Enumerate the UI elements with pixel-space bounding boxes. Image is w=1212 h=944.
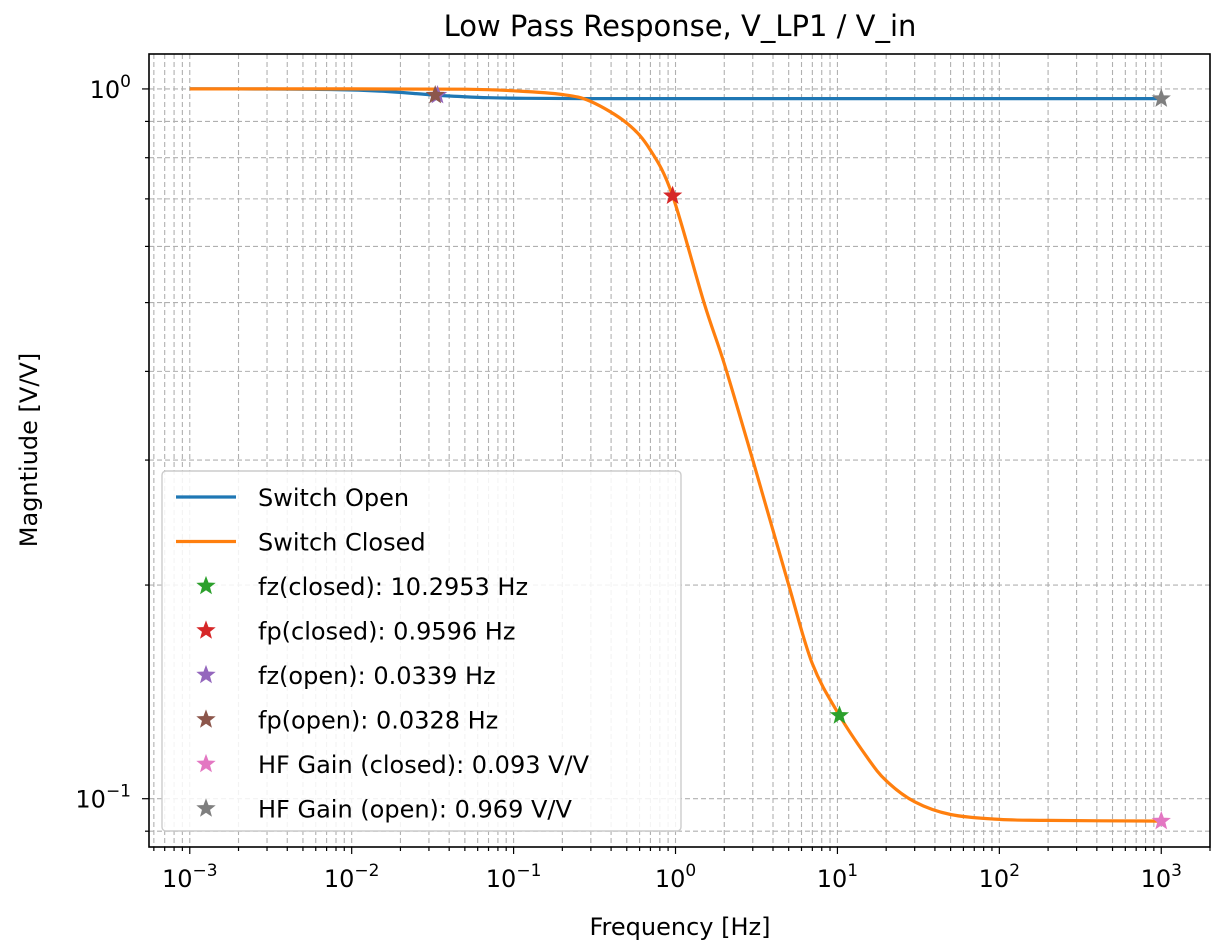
legend-box — [161, 470, 682, 832]
legend-label: HF Gain (open): 0.969 V/V — [258, 796, 572, 824]
axis-ticks: 10−3 10−2 10−1 100 101 102 103 100 10−1 — [75, 72, 1211, 893]
legend-label: fz(open): 0.0339 Hz — [258, 662, 496, 690]
legend-star-swatch — [196, 620, 216, 639]
y-tick-label: 100 — [90, 72, 131, 104]
series-lines — [189, 87, 1162, 823]
data-marker-4 — [425, 85, 445, 104]
data-marker-1 — [829, 705, 850, 724]
x-tick-label: 10−3 — [162, 861, 218, 893]
y-tick-label: 10−1 — [75, 782, 131, 814]
legend-star-swatch — [196, 575, 216, 595]
legend-label: fp(closed): 0.9596 Hz — [258, 618, 515, 646]
legend-star-swatch — [196, 709, 216, 728]
legend-star-swatch — [196, 753, 216, 773]
series-line-switch-closed — [189, 87, 1162, 823]
legend-label: fp(open): 0.0328 Hz — [258, 707, 498, 735]
legend-label: Switch Closed — [258, 529, 426, 557]
legend: Switch Open Switch Closed fz(closed): 10.2… — [161, 470, 682, 832]
plot-frame — [148, 53, 1211, 848]
legend-star-swatch — [196, 664, 216, 684]
x-tick-label: 101 — [817, 861, 858, 893]
data-markers — [425, 85, 1171, 830]
x-tick-label: 100 — [655, 861, 696, 893]
legend-label: fz(closed): 10.2953 Hz — [258, 573, 528, 601]
y-axis-label: Magntiude [V/V] — [15, 353, 43, 547]
x-tick-label: 10−2 — [324, 861, 380, 893]
legend-star-swatch — [196, 798, 216, 817]
chart-title: Low Pass Response, V_LP1 / V_in — [444, 9, 917, 43]
legend-label: Switch Open — [258, 484, 409, 512]
data-marker-2 — [663, 185, 683, 205]
x-tick-label: 10−1 — [486, 861, 542, 893]
x-tick-label: 102 — [979, 861, 1020, 893]
data-marker-5 — [1151, 810, 1171, 830]
legend-label: HF Gain (closed): 0.093 V/V — [258, 751, 590, 779]
x-tick-label: 103 — [1141, 861, 1182, 893]
x-axis-label: Frequency [Hz] — [590, 913, 771, 941]
data-marker-6 — [1151, 88, 1171, 107]
